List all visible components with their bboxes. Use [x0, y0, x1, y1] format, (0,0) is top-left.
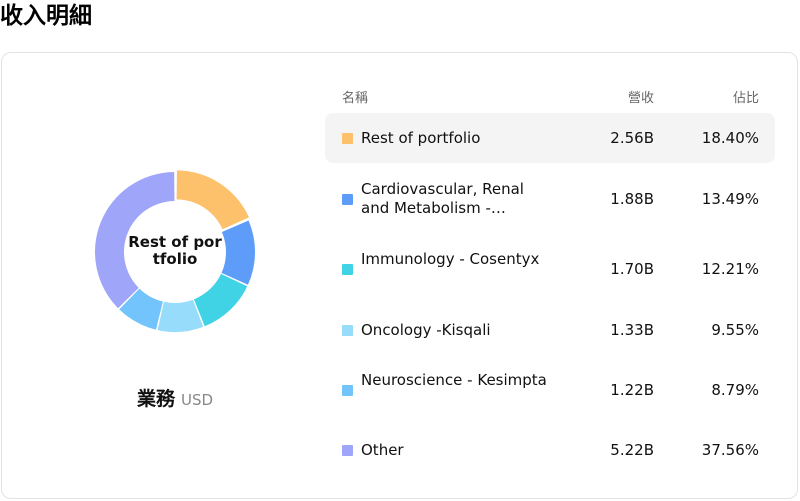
row-share: 13.49% [701, 189, 759, 208]
row-name: Neuroscience - Kesimpta [361, 371, 547, 389]
row-name: Immunology - Cosentyx [361, 250, 540, 268]
row-share: 12.21% [701, 259, 759, 278]
header-revenue: 營收 [627, 91, 654, 106]
row-share: 9.55% [711, 320, 759, 339]
table-header: 名稱 營收 佔比 [325, 84, 775, 106]
row-revenue: 1.88B [610, 189, 654, 208]
legend-swatch [342, 193, 353, 205]
legend-swatch [342, 384, 353, 396]
donut-slice[interactable] [193, 273, 248, 327]
donut-slice[interactable] [176, 170, 249, 230]
row-name: Rest of portfolio [361, 128, 481, 147]
row-share: 18.40% [701, 128, 759, 147]
row-revenue: 1.22B [610, 380, 654, 399]
row-name: Other [361, 440, 404, 459]
row-revenue: 5.22B [610, 440, 654, 459]
table-row[interactable]: Cardiovascular, Renal and Metabolism -… 1… [325, 174, 775, 224]
donut-slice[interactable] [157, 299, 204, 332]
legend-swatch [342, 324, 353, 336]
row-share: 37.56% [701, 440, 759, 459]
table-row[interactable]: Immunology - Cosentyx 1.70B 12.21% [325, 244, 775, 294]
table-row[interactable]: Other 5.22B 37.56% [325, 425, 775, 475]
row-share: 8.79% [711, 380, 759, 399]
header-share: 佔比 [732, 91, 759, 106]
caption-unit: USD [180, 391, 214, 409]
legend-swatch [342, 132, 353, 144]
row-name: Oncology -Kisqali [361, 320, 491, 339]
row-revenue: 1.33B [610, 320, 654, 339]
legend-swatch [342, 263, 353, 275]
caption-title: 業務 [136, 388, 175, 410]
chart-caption: 業務 USD [95, 385, 255, 414]
page-title: 收入明細 [0, 3, 92, 29]
donut-chart[interactable]: Rest of portfolio [95, 165, 255, 335]
donut-center-label: Rest of portfolio [128, 233, 222, 268]
table-row[interactable]: Rest of portfolio 2.56B 18.40% [325, 113, 775, 163]
row-revenue: 2.56B [610, 128, 654, 147]
donut-slice[interactable] [95, 172, 175, 309]
row-revenue: 1.70B [610, 259, 654, 278]
header-name: 名稱 [342, 91, 369, 106]
row-name: Cardiovascular, Renal and Metabolism -… [361, 180, 524, 217]
donut-svg[interactable] [95, 165, 255, 335]
table-row[interactable]: Oncology -Kisqali 1.33B 9.55% [325, 305, 775, 355]
legend-swatch [342, 444, 353, 456]
donut-slice[interactable] [221, 220, 255, 285]
donut-slice[interactable] [119, 288, 163, 330]
table-row[interactable]: Neuroscience - Kesimpta 1.22B 8.79% [325, 365, 775, 415]
